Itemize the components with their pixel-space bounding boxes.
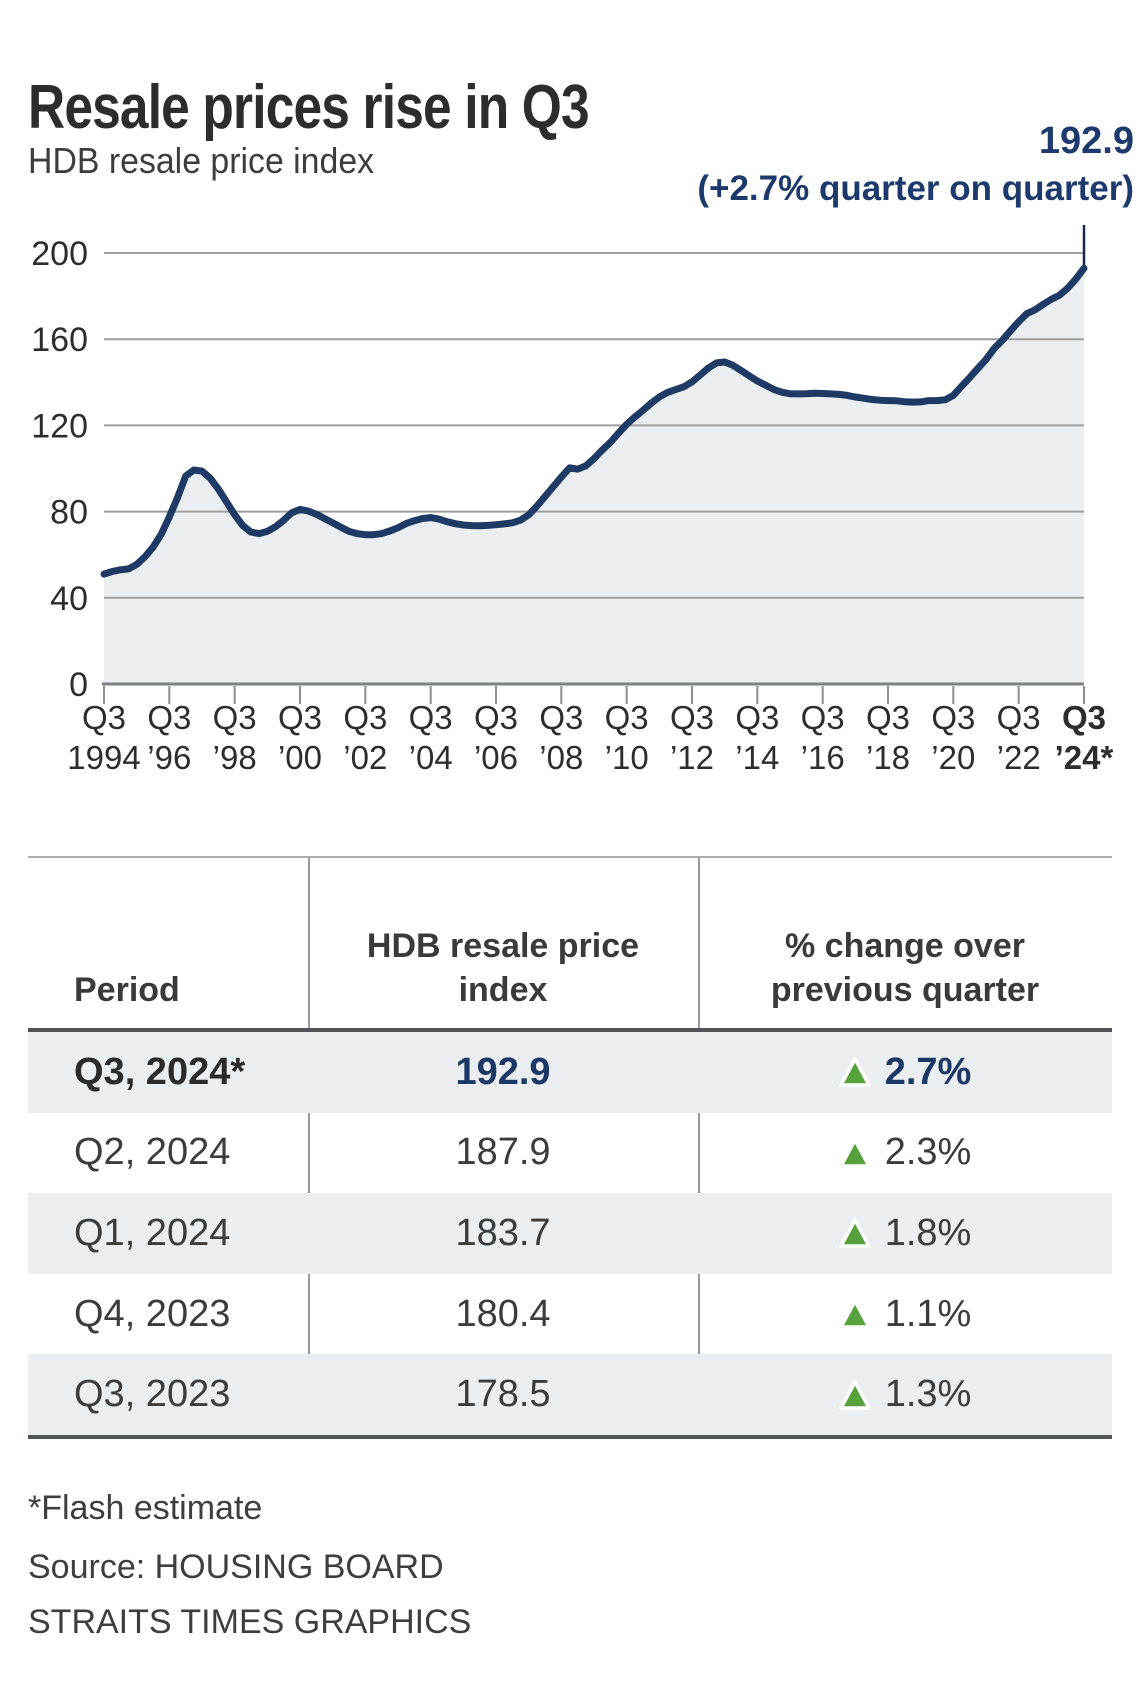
y-axis-labels: 0 40 80 120 160 200 [31, 235, 88, 704]
change-cell: 1.3% [698, 1373, 1112, 1416]
latest-value-annotation: 192.9 (+2.7% quarter on quarter) [697, 116, 1134, 212]
table-header-row: Period HDB resale price index % change o… [28, 858, 1112, 1028]
col-header-index: HDB resale price index [366, 926, 640, 1009]
svg-text:’98: ’98 [213, 739, 257, 776]
source-line: Source: HOUSING BOARD [28, 1548, 444, 1586]
up-triangle-icon [838, 1379, 871, 1410]
up-triangle-icon [838, 1057, 871, 1088]
period-cell: Q4, 2023 [74, 1292, 231, 1335]
index-cell: 183.7 [455, 1211, 551, 1254]
svg-text:’20: ’20 [931, 739, 975, 776]
index-cell: 187.9 [455, 1131, 551, 1174]
svg-text:Q3: Q3 [278, 699, 322, 736]
x-axis-labels: Q31994Q3’96Q3’98Q3’00Q3’02Q3’04Q3’06Q3’0… [67, 699, 1113, 776]
change-value: 2.7% [884, 1050, 972, 1093]
svg-text:’22: ’22 [997, 739, 1041, 776]
index-cell: 178.5 [455, 1373, 551, 1416]
period-cell: Q2, 2024 [74, 1131, 231, 1174]
svg-text:Q3: Q3 [735, 699, 779, 736]
svg-text:Q3: Q3 [866, 699, 910, 736]
index-cell: 180.4 [455, 1292, 551, 1335]
index-cell: 192.9 [455, 1050, 551, 1093]
column-divider-1 [308, 858, 310, 1439]
table-row: Q3, 2023 178.5 1.3% [28, 1354, 1112, 1435]
period-cell: Q3, 2023 [74, 1373, 231, 1416]
svg-text:’24*: ’24* [1055, 739, 1114, 776]
svg-text:Q3: Q3 [1062, 699, 1106, 736]
change-value: 1.3% [884, 1373, 972, 1416]
latest-value: 192.9 [1038, 120, 1134, 162]
area-fill [104, 268, 1084, 684]
svg-text:’96: ’96 [147, 739, 191, 776]
svg-text:200: 200 [31, 235, 88, 273]
col-header-period: Period [74, 970, 180, 1009]
change-value: 2.3% [884, 1131, 972, 1174]
change-value: 1.8% [884, 1211, 972, 1254]
svg-text:Q3: Q3 [213, 699, 257, 736]
table-row: Q2, 2024 187.9 2.3% [28, 1113, 1112, 1194]
latest-value-note: (+2.7% quarter on quarter) [697, 169, 1134, 209]
column-divider-2 [698, 858, 700, 1439]
svg-text:’10: ’10 [605, 739, 649, 776]
table-row: Q3, 2024* 192.9 2.7% [28, 1032, 1112, 1113]
svg-text:160: 160 [31, 321, 88, 359]
svg-text:Q3: Q3 [670, 699, 714, 736]
up-triangle-icon [838, 1218, 871, 1249]
svg-text:’08: ’08 [539, 739, 583, 776]
price-index-line [100, 264, 1088, 578]
svg-text:80: 80 [50, 494, 88, 532]
svg-text:0: 0 [69, 666, 88, 704]
svg-text:40: 40 [50, 580, 88, 618]
change-value: 1.1% [884, 1292, 972, 1335]
svg-text:’06: ’06 [474, 739, 518, 776]
svg-text:Q3: Q3 [997, 699, 1041, 736]
period-cell: Q1, 2024 [74, 1211, 231, 1254]
svg-text:’02: ’02 [343, 739, 387, 776]
svg-text:Q3: Q3 [147, 699, 191, 736]
svg-text:’12: ’12 [670, 739, 714, 776]
table-top-rule [28, 856, 1112, 858]
col-header-change: % change over previous quarter [770, 926, 1040, 1009]
svg-text:’18: ’18 [866, 739, 910, 776]
change-cell: 1.1% [698, 1293, 1112, 1336]
x-axis-ticks [103, 686, 1085, 704]
svg-text:Q3: Q3 [409, 699, 453, 736]
change-cell: 2.3% [698, 1131, 1112, 1174]
flash-estimate-footnote: *Flash estimate [28, 1489, 263, 1527]
change-cell: 2.7% [698, 1051, 1112, 1094]
table-row: Q1, 2024 183.7 1.8% [28, 1193, 1112, 1274]
svg-text:Q3: Q3 [605, 699, 649, 736]
page-title: Resale prices rise in Q3 [28, 72, 590, 142]
table-bottom-rule [28, 1435, 1112, 1439]
svg-text:1994: 1994 [67, 739, 140, 776]
svg-text:120: 120 [31, 407, 88, 445]
svg-text:’16: ’16 [801, 739, 845, 776]
price-index-chart: 04080120160200Q31994Q3’96Q3’98Q3’00Q3’02… [31, 225, 1114, 776]
table-row: Q4, 2023 180.4 1.1% [28, 1274, 1112, 1355]
period-cell: Q3, 2024* [74, 1050, 246, 1093]
gridlines [104, 252, 1084, 599]
svg-text:Q3: Q3 [801, 699, 845, 736]
table-body: Q3, 2024* 192.9 2.7% Q2, 2024 187.9 2.3%… [28, 1032, 1112, 1435]
header-bottom-rule [28, 1028, 1112, 1032]
credit-line: STRAITS TIMES GRAPHICS [28, 1603, 472, 1641]
quarterly-table: Period HDB resale price index % change o… [28, 856, 1112, 1439]
svg-text:Q3: Q3 [474, 699, 518, 736]
svg-text:’14: ’14 [735, 739, 779, 776]
svg-text:’04: ’04 [409, 739, 453, 776]
change-cell: 1.8% [698, 1212, 1112, 1255]
svg-text:Q3: Q3 [539, 699, 583, 736]
chart-subtitle: HDB resale price index [28, 140, 375, 181]
svg-text:Q3: Q3 [82, 699, 126, 736]
up-triangle-icon [838, 1299, 871, 1329]
svg-text:’00: ’00 [278, 739, 322, 776]
svg-text:Q3: Q3 [931, 699, 975, 736]
svg-text:Q3: Q3 [343, 699, 387, 736]
up-triangle-icon [838, 1137, 871, 1168]
